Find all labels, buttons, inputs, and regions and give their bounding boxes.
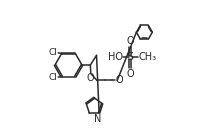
Text: N: N [94, 114, 102, 124]
Text: O: O [116, 75, 123, 85]
Text: Cl: Cl [48, 48, 57, 57]
Text: CH₃: CH₃ [138, 52, 156, 62]
Text: O: O [126, 69, 134, 79]
Text: HO: HO [108, 52, 123, 62]
Text: S: S [127, 52, 134, 62]
Text: O: O [126, 36, 134, 46]
Text: Cl: Cl [48, 73, 57, 82]
Text: O: O [87, 73, 95, 83]
